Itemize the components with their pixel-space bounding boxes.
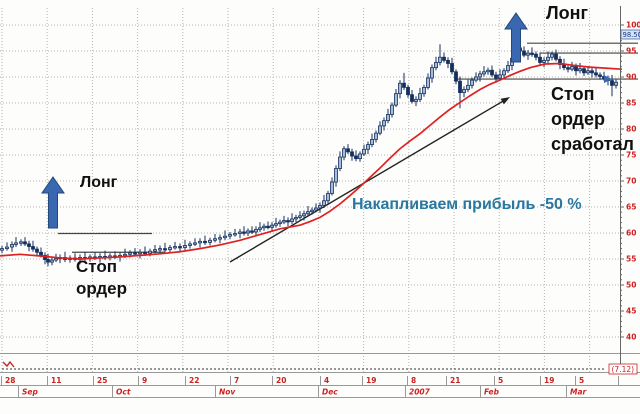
date-axis: 28 11 25 9 22 7 20 4 19 8 21 5 19 5 Sep Oct Nov Dec 2007 Fe… — [1, 376, 619, 397]
svg-text:(7.12): (7.12) — [612, 365, 635, 374]
svg-text:28: 28 — [5, 376, 15, 385]
svg-text:25: 25 — [97, 376, 107, 385]
svg-text:5: 5 — [579, 376, 584, 385]
svg-text:75: 75 — [626, 151, 636, 160]
annotation-accumulate-profit: Накапливаем прибыль -50 % — [352, 196, 582, 213]
svg-text:Dec: Dec — [322, 388, 338, 397]
svg-text:65: 65 — [626, 203, 636, 212]
moving-average-line — [0, 62, 623, 260]
svg-text:50: 50 — [626, 281, 636, 290]
svg-text:7: 7 — [234, 376, 239, 385]
svg-text:70: 70 — [626, 177, 636, 186]
price-axis: 100 95 90 85 80 75 70 65 60 55 50 45 40 — [620, 6, 640, 373]
svg-text:8: 8 — [411, 376, 416, 385]
svg-text:45: 45 — [626, 307, 636, 316]
svg-text:19: 19 — [366, 376, 376, 385]
grid — [0, 8, 620, 372]
svg-text:90: 90 — [626, 73, 636, 82]
svg-text:Sep: Sep — [22, 388, 38, 397]
svg-text:Nov: Nov — [219, 388, 236, 397]
buy-arrows — [41, 12, 528, 229]
annotation-stop-order-left: Стоп ордер — [76, 257, 127, 298]
indicator-panel: (7.12) — [2, 360, 638, 375]
svg-text:2007: 2007 — [409, 388, 431, 397]
svg-text:60: 60 — [626, 229, 636, 238]
svg-text:85: 85 — [626, 99, 636, 108]
svg-text:11: 11 — [51, 376, 61, 385]
last-price-marker — [604, 75, 612, 84]
trend-arrow — [229, 97, 510, 263]
svg-text:Oct: Oct — [116, 388, 131, 397]
svg-text:4: 4 — [324, 376, 329, 385]
candles — [0, 33, 618, 267]
svg-text:Feb: Feb — [484, 388, 500, 397]
svg-text:20: 20 — [276, 376, 286, 385]
annotation-long-left: Лонг — [80, 174, 118, 191]
panel-frame — [0, 353, 640, 398]
annotation-stop-order-triggered: Стоп ордер сработал — [551, 84, 634, 154]
annotation-long-right: Лонг — [546, 3, 588, 23]
svg-text:40: 40 — [626, 333, 636, 342]
svg-text:80: 80 — [626, 125, 636, 134]
current-price-box: 98.50 — [620, 29, 640, 40]
svg-text:9: 9 — [142, 376, 147, 385]
svg-text:100: 100 — [626, 21, 640, 30]
svg-text:95: 95 — [626, 47, 636, 56]
svg-text:55: 55 — [626, 255, 636, 264]
svg-text:98.50: 98.50 — [623, 31, 640, 39]
svg-text:21: 21 — [450, 376, 460, 385]
svg-text:22: 22 — [189, 376, 199, 385]
svg-text:19: 19 — [544, 376, 554, 385]
svg-text:Mar: Mar — [570, 388, 588, 397]
svg-text:5: 5 — [498, 376, 503, 385]
